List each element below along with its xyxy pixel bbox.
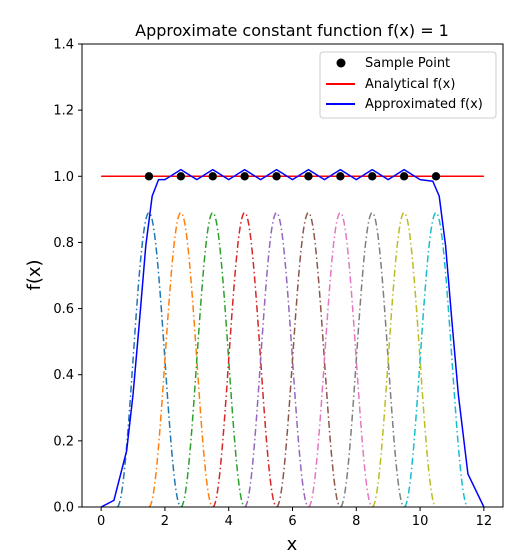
x-tick-label: 2	[161, 514, 169, 529]
x-tick-label: 6	[288, 514, 296, 529]
y-tick-label: 1.2	[53, 104, 74, 119]
y-tick-label: 1.0	[53, 170, 74, 185]
sample-point	[336, 172, 345, 181]
sample-point	[144, 172, 154, 181]
legend-marker-sample-point	[336, 58, 346, 68]
sample-point	[272, 172, 281, 181]
sample-point	[176, 172, 186, 181]
legend-label-approximated: Approximated f(x)	[365, 97, 483, 112]
basis-curve-1	[116, 211, 182, 507]
sample-point	[208, 172, 217, 181]
sample-point	[304, 172, 313, 181]
legend-box	[319, 51, 497, 119]
basis-curve-7	[308, 211, 373, 507]
plot-area	[100, 168, 485, 507]
y-tick-label: 1.4	[53, 38, 74, 53]
basis-curve-10	[403, 211, 469, 507]
basis-curve-9	[371, 211, 437, 507]
y-tick-label: 0.8	[53, 236, 74, 251]
y-tick-label: 0.0	[53, 501, 74, 516]
x-tick-label: 8	[352, 514, 360, 529]
sample-point	[431, 172, 441, 181]
x-tick-label: 10	[412, 514, 429, 529]
x-tick-label: 0	[97, 514, 105, 529]
y-axis-label: f(x)	[24, 259, 45, 290]
sample-point	[240, 172, 249, 181]
y-axis-ticks: 0.0 0.2 0.4 0.6 0.8 1.0 1.2 1.4	[53, 38, 82, 516]
x-axis-label: x	[287, 534, 298, 555]
chart-title: Approximate constant function f(x) = 1	[135, 21, 449, 40]
basis-curve-3	[180, 211, 245, 507]
series-line-approximated	[100, 168, 485, 507]
x-tick-label: 4	[225, 514, 233, 529]
legend-label-analytical: Analytical f(x)	[365, 77, 455, 92]
sample-point	[368, 172, 377, 181]
legend: Sample Point Analytical f(x) Approximate…	[319, 51, 497, 119]
legend-label-sample-point: Sample Point	[365, 56, 450, 71]
y-tick-label: 0.4	[53, 368, 74, 383]
basis-curve-8	[340, 211, 405, 507]
basis-curve-5	[244, 211, 309, 507]
sample-point	[399, 172, 409, 181]
basis-curve-2	[148, 211, 214, 507]
basis-curve-6	[276, 211, 341, 507]
x-axis-ticks: 0 2 4 6 8 10 12	[97, 507, 492, 529]
y-tick-label: 0.6	[53, 302, 74, 317]
x-tick-label: 12	[476, 514, 493, 529]
y-tick-label: 0.2	[53, 434, 74, 449]
basis-curve-4	[212, 211, 277, 507]
